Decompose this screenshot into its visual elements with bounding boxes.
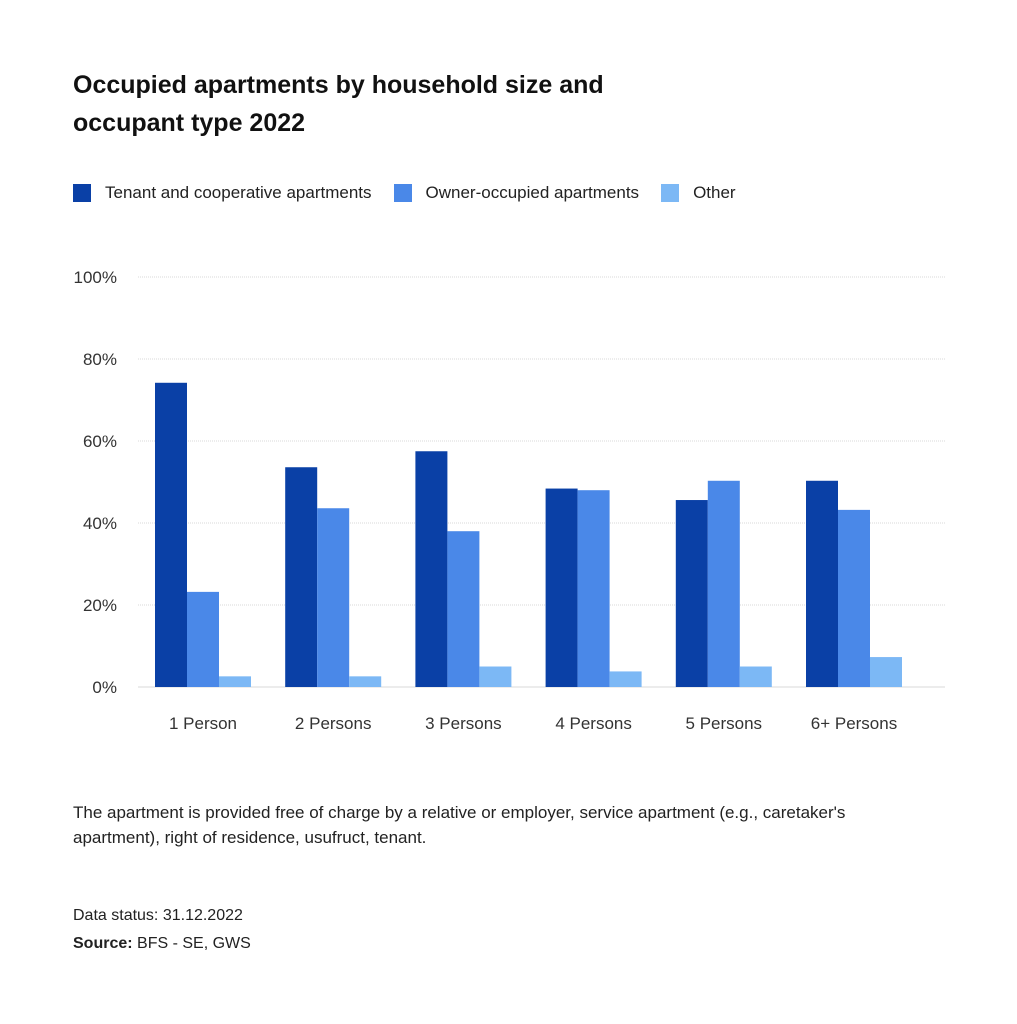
legend-swatch-other <box>661 184 680 202</box>
legend-label-owner: Owner-occupied apartments <box>425 183 640 202</box>
bar-other <box>609 671 642 687</box>
bar-tenant <box>155 382 187 687</box>
bar-tenant <box>285 467 318 687</box>
legend-swatch-owner <box>393 184 412 202</box>
bar-owner <box>447 531 480 687</box>
legend-label-tenant: Tenant and cooperative apartments <box>105 183 372 202</box>
x-tick-label: 1 Person <box>169 714 237 733</box>
legend-swatch-tenant <box>73 184 91 202</box>
legend-item-other: Other <box>661 183 736 203</box>
bar-other <box>219 676 251 687</box>
footnote: The apartment is provided free of charge… <box>73 803 846 847</box>
bar-owner <box>577 490 610 687</box>
data-status: Data status: 31.12.2022 <box>73 907 243 924</box>
bar-owner <box>187 591 219 687</box>
source-label: Source: <box>73 935 133 952</box>
bar-owner <box>317 508 350 687</box>
bar-other <box>349 676 382 687</box>
bar-other <box>870 657 902 687</box>
source-line: Source: BFS - SE, GWS <box>73 931 251 956</box>
bar-tenant <box>415 451 448 687</box>
x-tick-label: 5 Persons <box>686 714 763 733</box>
x-axis-ticks: 1 Person 2 Persons 3 Persons 4 Persons 5 Per… <box>169 714 897 733</box>
chart-title: Occupied apartments by household size an… <box>73 71 604 137</box>
y-axis-ticks: 0% 20% 40% 60% 80% 100% <box>74 268 117 697</box>
y-tick-label: 40% <box>83 514 117 533</box>
y-tick-label: 60% <box>83 432 117 451</box>
legend-label-other: Other <box>693 183 736 202</box>
legend-item-tenant: Tenant and cooperative apartments <box>73 183 372 203</box>
source-text: BFS - SE, GWS <box>132 935 251 952</box>
bar-other <box>739 666 772 687</box>
bar-tenant <box>545 488 578 687</box>
y-tick-label: 20% <box>83 596 117 615</box>
bar-other <box>479 666 512 687</box>
bar-chart: 0% 20% 40% 60% 80% 100% 1 Person 2 Persons 3 Pe… <box>74 268 945 733</box>
x-tick-label: 6+ Persons <box>811 714 897 733</box>
x-tick-label: 2 Persons <box>295 714 372 733</box>
y-tick-label: 0% <box>92 678 117 697</box>
bars <box>155 382 902 687</box>
bar-tenant <box>806 480 838 687</box>
bar-owner <box>707 480 740 687</box>
x-tick-label: 4 Persons <box>555 714 632 733</box>
x-tick-label: 3 Persons <box>425 714 502 733</box>
legend-item-owner: Owner-occupied apartments <box>393 183 640 203</box>
y-tick-label: 100% <box>74 268 117 287</box>
bar-owner <box>838 509 870 687</box>
y-tick-label: 80% <box>83 350 117 369</box>
legend: Tenant and cooperative apartments Owner-… <box>73 181 758 205</box>
bar-tenant <box>675 500 708 687</box>
